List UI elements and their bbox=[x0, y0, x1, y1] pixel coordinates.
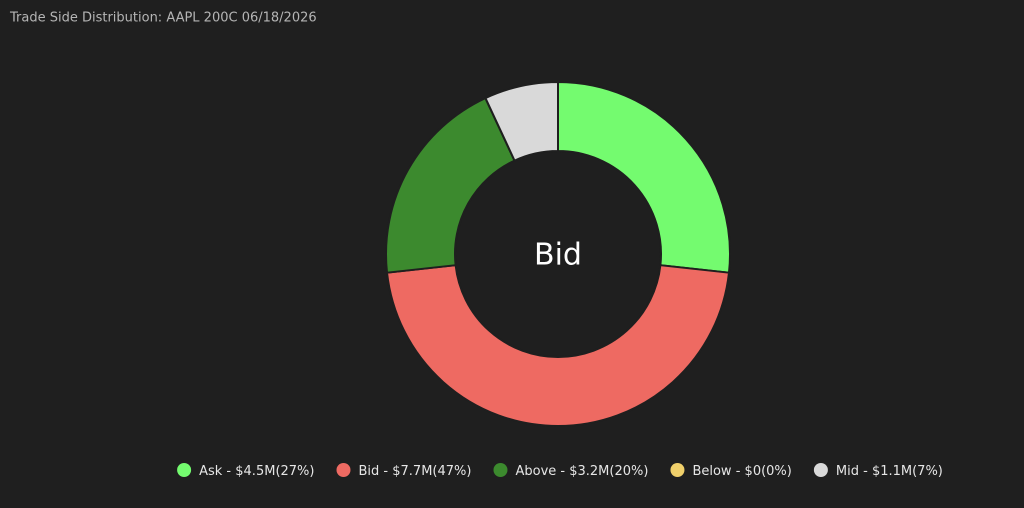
legend-name: Ask bbox=[199, 464, 223, 479]
legend-amount: $3.2M bbox=[569, 464, 609, 479]
legend-percent: (20%) bbox=[609, 464, 648, 479]
legend-name: Below bbox=[692, 464, 731, 479]
legend-label: Bid - $7.7M(47%) bbox=[358, 464, 471, 479]
legend-label: Above - $3.2M(20%) bbox=[515, 464, 648, 479]
legend-item: Bid - $7.7M(47%) bbox=[336, 463, 471, 479]
legend-item: Ask - $4.5M(27%) bbox=[177, 463, 314, 479]
legend-percent: (27%) bbox=[275, 464, 314, 479]
legend-amount: $0 bbox=[745, 464, 762, 479]
donut-slice bbox=[386, 264, 730, 427]
donut-slice bbox=[557, 81, 731, 274]
legend-amount: $4.5M bbox=[235, 464, 275, 479]
legend-amount: $7.7M bbox=[392, 464, 432, 479]
legend-swatch bbox=[336, 463, 351, 477]
center-label: Bid bbox=[534, 238, 582, 273]
legend-separator: - bbox=[556, 464, 569, 479]
legend-amount: $1.1M bbox=[872, 464, 912, 479]
donut-slice bbox=[484, 81, 559, 162]
legend-name: Bid bbox=[358, 464, 379, 479]
legend-percent: (7%) bbox=[912, 464, 943, 479]
legend-name: Above bbox=[515, 464, 556, 479]
legend-separator: - bbox=[379, 464, 392, 479]
legend-swatch bbox=[493, 463, 508, 477]
legend-name: Mid bbox=[836, 464, 859, 479]
legend-swatch bbox=[670, 463, 685, 477]
legend-separator: - bbox=[222, 464, 235, 479]
legend-swatch bbox=[177, 463, 192, 477]
legend-label: Ask - $4.5M(27%) bbox=[199, 464, 314, 479]
chart-title: Trade Side Distribution: AAPL 200C 06/18… bbox=[9, 11, 317, 26]
legend-percent: (47%) bbox=[432, 464, 471, 479]
legend-label: Mid - $1.1M(7%) bbox=[836, 464, 943, 479]
legend-percent: (0%) bbox=[761, 464, 792, 479]
legend-swatch bbox=[813, 463, 828, 477]
legend-separator: - bbox=[732, 464, 745, 479]
legend-item: Above - $3.2M(20%) bbox=[493, 463, 648, 479]
legend-label: Below - $0(0%) bbox=[692, 464, 791, 479]
legend-item: Below - $0(0%) bbox=[670, 463, 792, 479]
legend-item: Mid - $1.1M(7%) bbox=[813, 463, 943, 479]
legend-separator: - bbox=[859, 464, 872, 479]
